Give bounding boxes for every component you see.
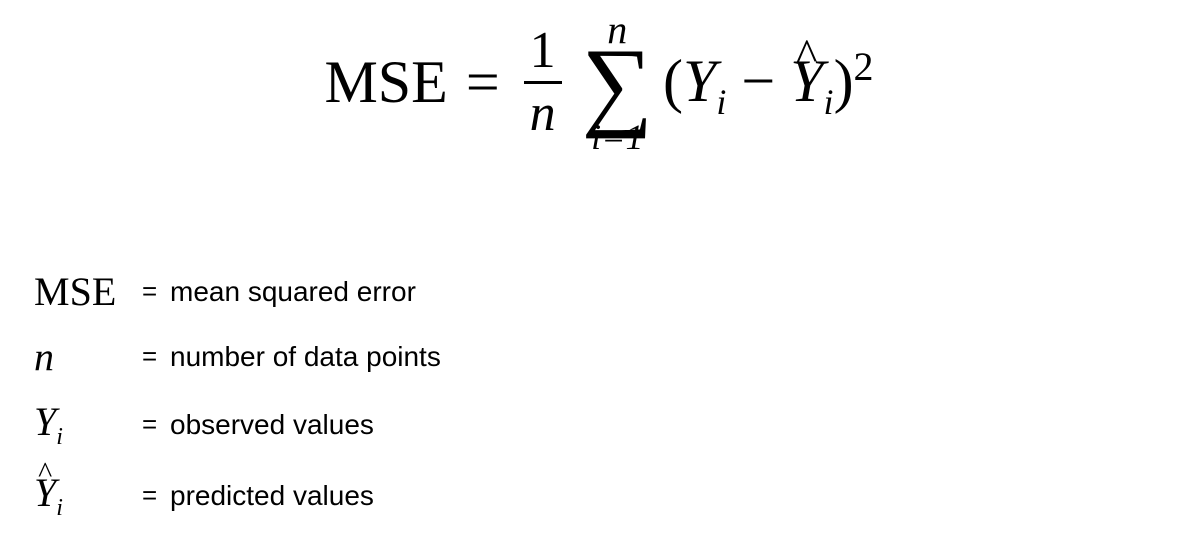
legend-row: ^Yi=predicted values <box>34 469 441 522</box>
formula-lhs: MSE <box>324 48 447 117</box>
close-paren: ) <box>834 48 854 114</box>
sum-lower-limit: i=1 <box>582 119 653 155</box>
legend-row: n=number of data points <box>34 333 441 380</box>
page: MSE = 1 n n ∑ i=1 (Yi − ^Yi)2 MSE=mean s… <box>0 0 1198 542</box>
fraction-denominator: n <box>524 84 562 140</box>
formula-summation: n ∑ i=1 <box>582 10 653 155</box>
fraction-numerator: 1 <box>524 25 562 84</box>
legend-equals: = <box>142 480 170 511</box>
formula-fraction: 1 n <box>524 25 562 140</box>
legend-description: number of data points <box>170 341 441 373</box>
sigma-symbol: ∑ <box>582 46 653 121</box>
squared-exponent: 2 <box>854 44 874 89</box>
formula-body: (Yi − ^Yi)2 <box>663 43 874 123</box>
mse-formula: MSE = 1 n n ∑ i=1 (Yi − ^Yi)2 <box>0 10 1198 210</box>
legend-symbol: n <box>34 333 142 380</box>
observed-Y-subscript: i <box>716 82 726 122</box>
legend-symbol: MSE <box>34 268 142 315</box>
hat-caret: ^ <box>796 29 817 81</box>
legend-row: Yi=observed values <box>34 398 441 451</box>
minus-sign: − <box>726 48 790 114</box>
legend-symbol: Yi <box>34 398 142 451</box>
legend-equals: = <box>142 276 170 307</box>
legend-equals: = <box>142 341 170 372</box>
legend-description: mean squared error <box>170 276 416 308</box>
observed-Y: Y <box>683 48 716 114</box>
legend-description: predicted values <box>170 480 374 512</box>
predicted-Yhat: ^Y <box>790 47 823 116</box>
legend-equals: = <box>142 409 170 440</box>
open-paren: ( <box>663 48 683 114</box>
predicted-Y-subscript: i <box>824 82 834 122</box>
legend: MSE=mean squared errorn=number of data p… <box>34 268 441 540</box>
legend-symbol: ^Yi <box>34 469 142 522</box>
legend-row: MSE=mean squared error <box>34 268 441 315</box>
formula-equals: = <box>466 48 500 117</box>
legend-description: observed values <box>170 409 374 441</box>
